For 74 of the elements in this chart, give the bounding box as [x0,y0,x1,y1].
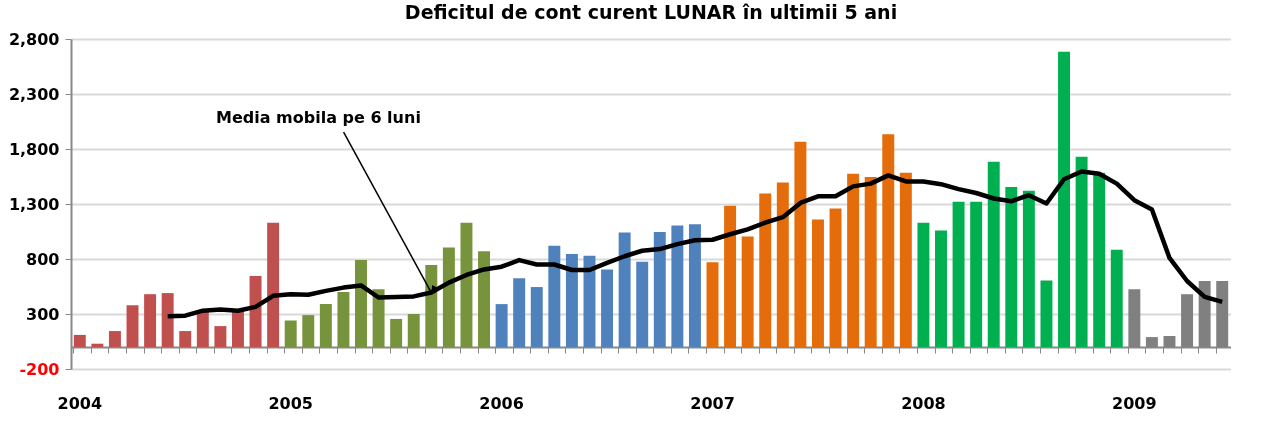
x-tick-label: 2004 [57,393,103,413]
bar [987,161,1000,347]
bar [73,334,86,347]
bar [513,278,526,347]
y-tick-label: 800 [26,249,60,269]
bar [917,222,930,347]
y-tick-label: 2,300 [8,84,60,104]
text: Media mobila pe 6 luni [216,108,421,128]
bar [829,208,842,347]
bar [759,193,772,347]
bar [407,314,420,347]
bar [214,326,227,347]
y-tick-label: 1,300 [8,194,60,214]
bar [1022,190,1035,347]
bar [478,251,491,347]
bar [179,331,192,347]
bar [267,222,280,347]
bar [548,245,561,347]
chart-title: Deficitul de cont curent LUNAR în ultimii 5 ani [404,1,898,23]
bar [1110,249,1123,347]
bar [741,236,754,347]
bar [724,205,737,347]
bar [1058,51,1071,347]
bar [811,219,824,347]
bar [565,254,578,347]
bar [653,232,666,347]
bar [495,304,508,347]
bar [319,304,332,347]
y-tick-label: 2,800 [8,29,60,49]
bar [671,225,684,347]
bar [126,305,139,347]
bar [935,230,947,347]
bar [1093,172,1106,347]
bar [460,222,473,347]
bar [161,293,174,347]
bar [284,320,297,347]
y-tick-label: -200 [19,359,60,379]
bar [899,172,912,347]
bar [144,294,157,347]
bar [636,261,649,347]
bar [601,269,614,347]
bar [91,343,104,347]
bar [337,292,350,347]
y-tick-label: 300 [26,304,60,324]
bar [1075,156,1088,347]
bar [688,224,701,347]
bar [442,247,455,347]
x-tick-label: 2006 [479,393,524,413]
bar [618,232,631,347]
bar [776,182,789,347]
bar [108,331,121,347]
bar [302,315,315,347]
bar [372,289,385,347]
bar [882,134,895,347]
bar [794,141,807,347]
bar [952,201,965,347]
bar [425,265,438,347]
bar [1005,186,1018,347]
bar [390,318,403,347]
bar [249,276,262,347]
bar [864,177,877,347]
bar [847,173,860,347]
bar [530,287,543,347]
bar [970,201,983,347]
bar [706,262,719,347]
bar [196,311,209,347]
x-tick-label: 2005 [268,393,313,413]
x-tick-label: 2008 [901,393,946,413]
bar [1040,280,1053,347]
x-tick-label: 2007 [690,393,735,413]
bar [231,310,244,347]
x-tick-label: 2009 [1112,393,1157,413]
y-tick-label: 1,800 [8,139,60,159]
bar [355,260,367,347]
